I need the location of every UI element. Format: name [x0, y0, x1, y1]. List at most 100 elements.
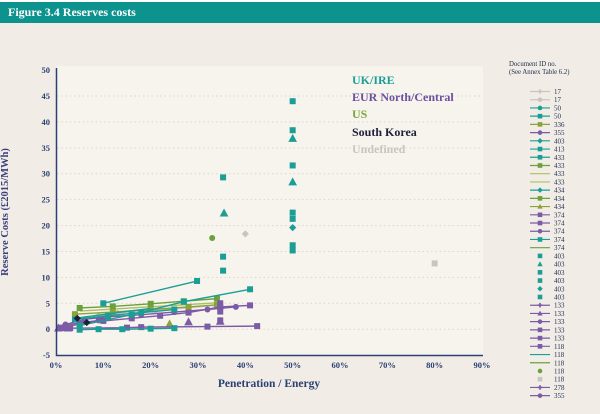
- y-tick-45: 45: [42, 91, 51, 101]
- region-label-eur-north-central: EUR North/Central: [352, 90, 454, 104]
- data-point-square: [180, 298, 187, 305]
- plus-icon: [537, 302, 543, 308]
- data-point-square: [213, 301, 220, 308]
- x-tick-50%: 50%: [284, 360, 301, 370]
- legend-entry-118: 118: [537, 367, 565, 375]
- data-point-diamond: [289, 224, 297, 232]
- data-point-square: [157, 312, 164, 319]
- square-icon: [537, 113, 543, 119]
- y-axis-title: Reserve Costs (£2015/MWh): [0, 148, 11, 276]
- circle-icon: [537, 105, 543, 111]
- data-point-square: [109, 309, 116, 316]
- x-tick-70%: 70%: [379, 360, 396, 370]
- legend-entry-413: 413: [530, 146, 565, 154]
- plot-area: [56, 66, 483, 355]
- legend-entry-403: 403: [537, 252, 565, 260]
- legend-entry-label: 17: [554, 88, 562, 96]
- data-point-square: [247, 302, 254, 309]
- region-legend: UK/IRE EUR North/Central US South Korea Unde…: [352, 73, 454, 156]
- data-point-circle: [232, 303, 239, 310]
- legend-entry-278: 278: [530, 384, 565, 392]
- legend-entry-label: 118: [554, 376, 565, 384]
- square-icon: [537, 196, 543, 201]
- square-icon: [537, 220, 543, 226]
- data-point-square: [71, 311, 78, 318]
- data-point-diamond: [241, 230, 249, 238]
- square-icon: [537, 344, 543, 349]
- series-line: [60, 304, 251, 329]
- legend-entry-label: 433: [554, 170, 565, 178]
- square-icon: [537, 146, 543, 152]
- series-line: [74, 307, 151, 320]
- plus-icon: [537, 89, 543, 94]
- legend-entry-118: 118: [530, 351, 565, 359]
- square-icon: [537, 163, 543, 168]
- data-point-square: [217, 303, 224, 310]
- circle-icon: [537, 319, 543, 324]
- triangle-icon: [537, 310, 543, 316]
- data-point-triangle: [288, 177, 298, 186]
- data-point-triangle: [215, 316, 225, 325]
- legend-entry-label: 433: [554, 162, 565, 170]
- series-line: [74, 308, 175, 321]
- square-icon: [537, 278, 543, 283]
- square-icon: [537, 327, 543, 333]
- legend-entry-label: 403: [554, 137, 565, 145]
- legend-entry-label: 403: [554, 252, 565, 260]
- legend-entry-433: 433: [530, 178, 565, 186]
- square-icon: [537, 270, 543, 275]
- data-point-square: [217, 308, 224, 315]
- doc-legend-title-line1: Document ID no.: [509, 61, 557, 68]
- data-point-triangle: [63, 323, 73, 332]
- y-tick-15: 15: [42, 246, 51, 256]
- legend-entry-label: 374: [554, 220, 565, 228]
- doc-legend-title: Document ID no. (See Annex Table 6.2): [509, 61, 599, 77]
- legend-entry-355: 355: [530, 129, 565, 137]
- square-icon: [537, 122, 543, 127]
- data-point-square: [185, 309, 192, 316]
- legend-entry-label: 374: [554, 244, 565, 252]
- series-16-uk-ire: [76, 325, 178, 333]
- legend-entry-118: 118: [537, 376, 565, 384]
- series-2-undefined: [431, 260, 438, 267]
- legend-entry-374: 374: [530, 220, 565, 228]
- legend-entry-374: 374: [530, 211, 565, 219]
- series-18-uk-ire: [100, 278, 201, 307]
- legend-entry-label: 118: [554, 367, 565, 375]
- data-point-triangle: [288, 133, 298, 142]
- data-point-square: [109, 303, 116, 310]
- legend-entry-label: 133: [554, 335, 565, 343]
- y-tick-40: 40: [42, 117, 51, 127]
- legend-entry-50: 50: [530, 104, 562, 112]
- x-axis-title: Penetration / Energy: [218, 378, 320, 390]
- data-series-layer: [54, 98, 438, 333]
- series-22-south-korea: [73, 314, 91, 327]
- legend-entry-133: 133: [530, 326, 565, 334]
- data-point-diamond: [73, 314, 81, 322]
- series-19-uk-ire: [220, 98, 296, 274]
- series-line: [103, 280, 198, 304]
- x-tick-80%: 80%: [426, 360, 443, 370]
- data-point-square: [289, 162, 296, 169]
- legend-entry-118: 118: [530, 359, 565, 367]
- region-label-us: US: [352, 107, 368, 121]
- legend-entry-133: 133: [530, 302, 565, 310]
- data-point-square: [100, 300, 107, 307]
- data-point-square: [194, 278, 201, 285]
- legend-entry-133: 133: [530, 318, 565, 326]
- series-14-uk-ire: [74, 307, 151, 320]
- legend-entry-label: 403: [554, 285, 565, 293]
- series-1-undefined: [241, 230, 249, 238]
- legend-entry-label: 50: [554, 113, 562, 121]
- data-point-triangle: [219, 208, 229, 217]
- square-icon: [537, 294, 543, 300]
- square-icon: [537, 154, 543, 160]
- data-point-square: [289, 209, 296, 216]
- legend-entry-label: 374: [554, 236, 565, 244]
- legend-entry-403: 403: [537, 294, 565, 302]
- legend-entry-50: 50: [530, 113, 562, 121]
- legend-entry-118: 118: [530, 343, 565, 351]
- data-point-square: [431, 260, 438, 267]
- data-point-square: [171, 325, 178, 332]
